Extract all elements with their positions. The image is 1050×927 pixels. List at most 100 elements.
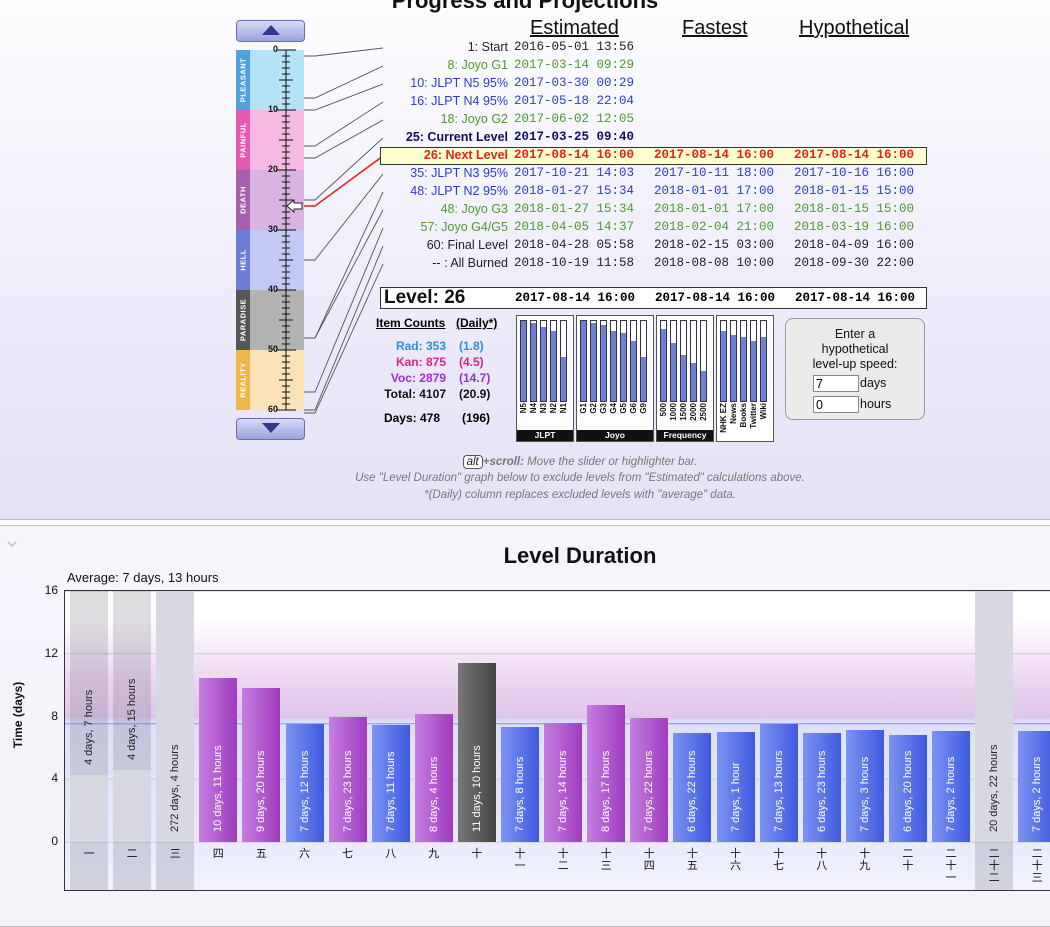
x-category-label: 二十二: [988, 848, 1000, 884]
duration-bar[interactable]: 7 days, 1 hour: [716, 731, 755, 842]
bar-label: 7 days, 11 hours: [384, 751, 397, 832]
level-row-hypothetical: 2018-04-09 16:00: [794, 238, 915, 252]
level-row: 18: Joyo G2 2017-06-02 12:05: [382, 112, 928, 130]
scroll-down-button[interactable]: [236, 418, 305, 440]
band-area: [250, 110, 304, 170]
level-hypothetical: 2017-08-14 16:00: [795, 291, 916, 305]
duration-bar[interactable]: 7 days, 22 hours: [630, 717, 669, 842]
bar-label: 6 days, 22 hours: [686, 750, 699, 832]
mini-chart-joyo: Joyo G1 G2 G3 G4 G5 G6 G9: [576, 315, 654, 442]
mini-bar: [520, 320, 527, 402]
duration-bar[interactable]: 7 days, 12 hours: [285, 724, 324, 842]
level-row: 48: Joyo G3 2018-01-27 15:34 2018-01-01 17…: [382, 202, 928, 220]
hours-input[interactable]: [813, 396, 859, 413]
duration-bar[interactable]: 8 days, 4 hours: [414, 713, 453, 842]
duration-bar[interactable]: 4 days, 15 hours: [113, 679, 152, 842]
mini-bar-fill: [621, 333, 626, 401]
level-row-label: 25: Current Level: [405, 130, 508, 144]
duration-bar[interactable]: 8 days, 17 hours: [587, 705, 626, 842]
level-row-fastest: 2018-01-01 17:00: [654, 184, 775, 198]
duration-bar[interactable]: 7 days, 2 hours: [1018, 730, 1050, 842]
arrow-down-icon: [261, 423, 280, 433]
level-row: 10: JLPT N5 95% 2017-03-30 00:29: [382, 76, 928, 94]
duration-bar[interactable]: 6 days, 23 hours: [802, 732, 841, 842]
level-row-estimated: 2017-03-14 09:29: [514, 58, 635, 72]
scale-label: 30: [267, 224, 278, 234]
x-category-label: 八: [385, 848, 397, 860]
days-label: Days: 478: [383, 411, 440, 425]
duration-bar[interactable]: 272 days, 4 hours: [156, 591, 195, 842]
duration-bar[interactable]: 4 days, 7 hours: [70, 689, 108, 842]
level-row-fastest: 2018-02-04 21:00: [654, 220, 775, 234]
duration-bar[interactable]: 7 days, 23 hours: [328, 717, 367, 842]
duration-bar[interactable]: 7 days, 3 hours: [845, 730, 884, 842]
hint-line2: Use "Level Duration" graph below to excl…: [355, 472, 805, 484]
x-category-label: 十四: [643, 848, 655, 872]
item-count-daily: (1.8): [459, 339, 484, 353]
mini-chart-caption: Frequency: [657, 430, 713, 441]
mini-bar: [560, 320, 567, 402]
mini-bar-fill: [751, 341, 756, 401]
mini-chart-jlpt: JLPT N5 N4 N3 N2 N1: [516, 315, 574, 442]
connector-line: [304, 245, 384, 411]
duration-bar[interactable]: 20 days, 22 hours: [975, 591, 1014, 842]
scale-connector-lines: [276, 47, 384, 414]
days-input[interactable]: [813, 375, 859, 392]
duration-bar[interactable]: 7 days, 14 hours: [544, 723, 583, 842]
duration-bar[interactable]: 7 days, 2 hours: [932, 730, 970, 842]
bar-label: 8 days, 4 hours: [427, 756, 440, 832]
level-row-label: 16: JLPT N4 95%: [410, 94, 508, 108]
mini-bar-fill: [591, 322, 596, 401]
bar-label: 8 days, 17 hours: [600, 750, 613, 832]
band-area: [250, 170, 304, 230]
bar-label: 7 days, 2 hours: [1031, 756, 1044, 832]
scroll-up-button[interactable]: [236, 20, 305, 42]
x-category-label: 十七: [773, 848, 785, 872]
level-row-label: 48: Joyo G3: [440, 202, 508, 216]
level-row-estimated: 2018-04-05 14:37: [514, 220, 635, 234]
item-counts-header: Item Counts: [376, 316, 446, 330]
duration-bar[interactable]: 6 days, 20 hours: [888, 734, 927, 842]
level-row-hypothetical: 2017-08-14 16:00: [794, 148, 915, 162]
mini-bar-fill: [671, 343, 676, 401]
level-row: 26: Next Level 2017-08-14 16:00 2017-08-14…: [382, 148, 928, 166]
duration-bar[interactable]: 10 days, 11 hours: [199, 677, 238, 842]
item-count-kan: Kan: 875: [395, 355, 446, 369]
band-reality: REALITY: [236, 350, 250, 410]
y-tick-label: 8: [51, 708, 58, 723]
level-row-hypothetical: 2018-03-19 16:00: [794, 220, 915, 234]
mini-bar-fill: [561, 357, 566, 401]
connector-line: [304, 191, 384, 339]
current-level-label: Level: 26: [384, 287, 466, 308]
duration-bar[interactable]: 7 days, 13 hours: [759, 723, 798, 842]
level-duration-chart[interactable]: 4 days, 7 hours 一 4 days, 15 hours 二 272 day…: [64, 590, 1050, 891]
y-tick-label: 16: [44, 583, 58, 597]
connector-line: [304, 173, 384, 261]
column-fastest: Fastest: [682, 17, 748, 39]
level-row-estimated: 2018-04-28 05:58: [514, 238, 635, 252]
bar-label: 4 days, 7 hours: [83, 689, 95, 765]
band-area: [250, 290, 304, 350]
level-fastest: 2017-08-14 16:00: [655, 291, 776, 305]
duration-bar[interactable]: 11 days, 10 hours: [457, 662, 496, 842]
mini-bar: [740, 320, 747, 402]
mini-bar: [730, 320, 737, 402]
duration-bar[interactable]: 7 days, 8 hours: [501, 727, 539, 842]
bar-label: 7 days, 13 hours: [772, 750, 785, 832]
duration-bar[interactable]: 6 days, 22 hours: [673, 733, 712, 842]
mini-chart-frequency: Frequency 500 1000 1500 2000 2500: [656, 315, 714, 442]
mini-bar-fill: [601, 325, 606, 401]
collapse-chevron-icon[interactable]: [6, 538, 18, 550]
x-category-label: 十二: [557, 848, 569, 872]
bar-label: 7 days, 1 hour: [729, 762, 742, 832]
duration-bar[interactable]: 9 days, 20 hours: [242, 687, 281, 842]
mini-chart-caption: JLPT: [517, 430, 573, 441]
level-row-label: 26: Next Level: [423, 148, 508, 162]
level-row-label: 10: JLPT N5 95%: [410, 76, 508, 90]
x-category-label: 三: [169, 848, 181, 860]
level-row-estimated: 2016-05-01 13:56: [514, 40, 635, 54]
level-row-label: -- : All Burned: [432, 256, 508, 270]
duration-bar[interactable]: 7 days, 11 hours: [371, 724, 410, 842]
level-row: 1: Start 2016-05-01 13:56: [382, 40, 928, 58]
x-category-label: 九: [428, 848, 440, 860]
